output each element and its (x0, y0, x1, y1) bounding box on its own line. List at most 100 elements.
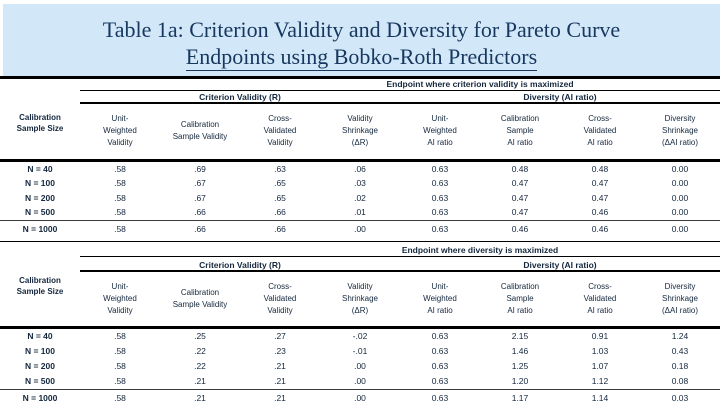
page-title-line2: Endpoints using Bobko-Roth Predictors (185, 44, 538, 71)
row-label: N = 500 (24, 207, 55, 218)
data-cell: .25 (194, 331, 206, 341)
data-cell: .66 (274, 224, 286, 234)
row-label: N = 100 (24, 346, 55, 356)
data-cell: 0.00 (671, 163, 689, 174)
data-cell: 0.00 (671, 207, 689, 218)
data-cell: 1.25 (511, 361, 529, 371)
data-cell: 0.00 (671, 192, 689, 203)
data-cell: 0.00 (671, 178, 689, 189)
data-cell: 2.15 (511, 331, 529, 341)
data-rows: N = 40.58.69.63.06 0.63 0.48 0.48 0.00 N = 10… (0, 162, 720, 238)
data-cell: .21 (274, 392, 286, 403)
table-row: N = 500 .58 .66 .66 .01 0.63 0.47 0.46 0.00 (0, 205, 720, 220)
group-header-criterion-validity: Criterion Validity (R) (199, 91, 281, 102)
data-cell: 0.48 (511, 163, 529, 174)
data-cell: .69 (194, 163, 206, 174)
data-cell: .58 (114, 392, 126, 403)
data-cell: 0.46 (511, 224, 529, 234)
column-header: Validity Shrinkage (ΔR) (341, 281, 379, 315)
data-cell: .67 (194, 192, 206, 203)
row-label: N = 40 (27, 331, 53, 341)
column-header: Unit- Weighted AI ratio (423, 281, 457, 315)
endpoint-header-label: Endpoint where criterion validity is max… (386, 78, 574, 89)
group-header-criterion-validity: Criterion Validity (R) (199, 259, 281, 270)
table-row: N = 40 .58 .69 .63 .06 0.63 0.48 0.48 0.00 (0, 162, 720, 177)
data-cell: .23 (274, 346, 286, 356)
data-cell: 1.17 (511, 392, 529, 403)
endpoint-header-row: Endpoint where diversity is maximized (80, 242, 720, 257)
table-row: N = 100 .58 .22 .23 -.01 0.63 1.46 1.03 0.43 (0, 344, 720, 359)
data-cell: .21 (194, 392, 206, 403)
data-cell: 0.63 (431, 207, 449, 218)
column-header: Calibration Sample Validity (172, 287, 228, 309)
data-cell: .58 (114, 331, 126, 341)
data-cell: .66 (274, 207, 286, 218)
endpoint-header-row: Endpoint where criterion validity is max… (80, 79, 720, 91)
data-cell: 0.43 (671, 346, 689, 356)
data-cell: .02 (354, 192, 366, 203)
column-header: Cross- Validated AI ratio (583, 281, 617, 315)
data-cell: .65 (274, 192, 286, 203)
data-cell: 0.00 (671, 224, 689, 234)
data-cell: 0.47 (511, 207, 529, 218)
column-header: Cross- Validated Validity (263, 281, 297, 315)
column-header: Unit- Weighted AI ratio (423, 114, 457, 147)
data-cell: 1.46 (511, 346, 529, 356)
data-rows: N = 40 .58 .25 .27 -.02 0.63 2.15 0.91 1.24 N = 1… (0, 329, 720, 405)
data-cell: .22 (194, 361, 206, 371)
data-cell: 0.63 (431, 392, 449, 403)
data-cell: 0.63 (431, 361, 449, 371)
data-cell: 0.47 (511, 178, 529, 189)
data-cell: .58 (114, 224, 126, 234)
data-cell: 0.63 (431, 192, 449, 203)
data-cell: .06 (354, 163, 366, 174)
row-label: N = 1000 (22, 392, 58, 403)
data-cell: .58 (114, 346, 126, 356)
column-header-row: Unit- Weighted Validity Calibration Samp… (0, 272, 720, 329)
column-header: Validity Shrinkage (ΔR) (341, 114, 379, 147)
column-header: Calibration Sample AI ratio (500, 114, 540, 147)
column-header: Cross- Validated Validity (263, 114, 297, 147)
row-label: N = 200 (24, 192, 55, 203)
data-cell: 0.03 (671, 392, 689, 403)
column-header: Unit- Weighted Validity (103, 114, 137, 147)
row-label: N = 200 (24, 361, 55, 371)
table-section-criterion-max: Calibration Sample Size Endpoint where c… (0, 76, 720, 244)
data-cell: .66 (194, 224, 206, 234)
data-cell: 0.63 (431, 346, 449, 356)
row-group-header: Calibration Sample Size (16, 113, 64, 133)
data-cell: .00 (354, 392, 366, 403)
row-label: N = 500 (24, 376, 55, 386)
data-cell: .21 (274, 361, 286, 371)
endpoint-header-label: Endpoint where diversity is maximized (401, 245, 559, 255)
data-cell: 0.08 (671, 376, 689, 386)
column-header: Diversity Shrinkage (ΔAI ratio) (661, 114, 699, 147)
title-band: Table 1a: Criterion Validity and Diversi… (3, 4, 720, 76)
table-row: N = 100 .58 .67 .65 .03 0.63 0.47 0.47 0.00 (0, 176, 720, 191)
data-cell: 1.14 (591, 392, 609, 403)
column-header: Calibration Sample Validity (172, 120, 228, 141)
column-header: Unit- Weighted Validity (103, 281, 137, 315)
row-label: N = 1000 (22, 224, 58, 234)
data-cell: 1.20 (511, 376, 529, 386)
data-cell: 0.63 (431, 163, 449, 174)
data-cell: 1.12 (591, 376, 609, 386)
data-cell: 0.48 (591, 163, 609, 174)
data-cell: 0.63 (431, 178, 449, 189)
data-cell: -.02 (352, 331, 368, 341)
row-label: N = 100 (24, 178, 55, 189)
column-header: Cross- Validated AI ratio (583, 114, 617, 147)
data-cell: .58 (114, 178, 126, 189)
data-cell: .58 (114, 207, 126, 218)
column-header: Diversity Shrinkage (ΔAI ratio) (661, 281, 699, 315)
data-cell: .58 (114, 163, 126, 174)
data-cell: 0.63 (431, 224, 449, 234)
row-label: N = 40 (27, 163, 53, 174)
column-header: Calibration Sample AI ratio (500, 281, 540, 315)
table-row: N = 200 .58 .22 .21 .00 0.63 1.25 1.07 0.18 (0, 359, 720, 374)
group-header-diversity: Diversity (AI ratio) (523, 259, 597, 270)
data-cell: .65 (274, 178, 286, 189)
data-cell: .01 (354, 207, 366, 218)
data-cell: .58 (114, 361, 126, 371)
